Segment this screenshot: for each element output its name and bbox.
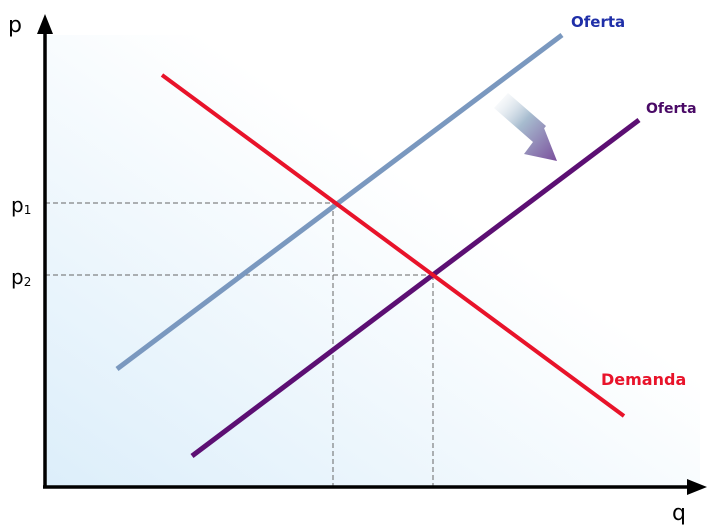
plot-area-background — [45, 35, 700, 487]
demand-label: Demanda — [601, 370, 686, 389]
demand-curve — [160, 73, 626, 418]
x-axis-label: q — [672, 501, 686, 526]
y-axis-arrowhead-icon — [37, 14, 53, 34]
supply-shifted-label: Oferta — [646, 101, 697, 117]
supply-original-label: Oferta — [571, 13, 625, 31]
y-axis-label: p — [8, 13, 22, 38]
x-axis-arrowhead-icon — [687, 479, 707, 495]
supply-shifted-curve — [190, 118, 641, 458]
supply-original-curve — [115, 33, 564, 371]
supply-shift-arrow-icon — [494, 93, 557, 161]
price-label-p2: p2 — [11, 265, 31, 289]
price-label-p1: p1 — [11, 193, 31, 217]
